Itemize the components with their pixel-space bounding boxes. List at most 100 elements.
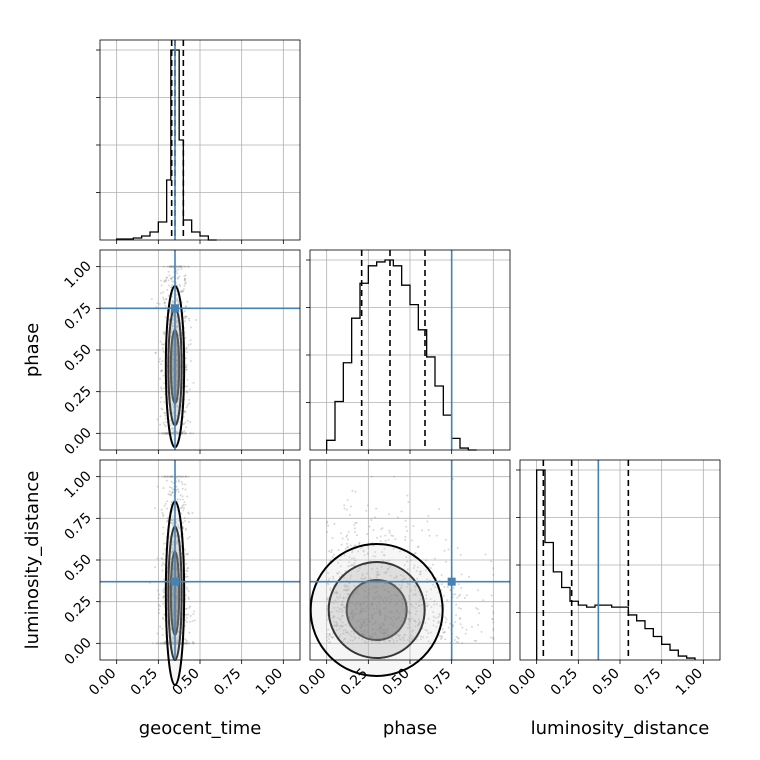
scatter-point [163,642,166,645]
scatter-point [170,547,173,550]
scatter-point [446,586,449,589]
scatter-point [187,265,190,268]
y-tick-label: 0.75 [61,300,94,333]
scatter-point [185,586,188,589]
scatter-point [175,485,178,488]
scatter-point [177,554,180,557]
scatter-point [168,284,171,287]
scatter-point [412,525,415,528]
scatter-point [165,280,168,283]
scatter-point [170,265,173,268]
scatter-point [330,551,333,554]
scatter-point [489,636,492,639]
scatter-point [428,534,431,537]
scatter-point [170,480,173,483]
scatter-point [163,302,166,305]
scatter-point [175,414,178,417]
scatter-point [171,642,174,645]
scatter-point [175,518,178,521]
scatter-point [390,534,393,537]
scatter-point [158,302,161,305]
scatter-point [157,475,160,478]
scatter-point [163,331,166,334]
scatter-point [176,319,179,322]
scatter-point [185,426,188,429]
scatter-point [167,323,170,326]
scatter-point [170,521,173,524]
scatter-point [193,610,196,613]
scatter-point [156,642,159,645]
scatter-point [492,637,495,640]
scatter-point [162,589,165,592]
scatter-point [343,507,346,510]
scatter-point [162,432,165,435]
scatter-point [175,325,178,328]
scatter-point [388,529,391,532]
scatter-point [159,642,162,645]
scatter-point [185,642,188,645]
scatter-point [160,508,163,511]
scatter-point [187,642,190,645]
scatter-point [172,432,175,435]
scatter-point [185,346,188,349]
scatter-point [171,301,174,304]
scatter-point [170,519,173,522]
scatter-point [407,501,410,504]
scatter-point [465,628,468,631]
scatter-point [176,319,179,322]
scatter-point [165,479,168,482]
scatter-point [163,280,166,283]
scatter-point [171,642,174,645]
scatter-point [166,475,169,478]
scatter-point [171,491,174,494]
scatter-point [425,559,428,562]
scatter-point [177,268,180,271]
scatter-point [192,640,195,643]
scatter-point [175,299,178,302]
scatter-point [443,594,446,597]
scatter-point [177,639,180,642]
scatter-point [188,512,191,515]
scatter-point [162,526,165,529]
scatter-point [192,613,195,616]
scatter-point [355,534,358,537]
scatter-point [166,432,169,435]
scatter-point [181,265,184,268]
truth-marker [171,304,179,313]
scatter-point [162,374,165,377]
scatter-point [429,588,432,591]
scatter-point [170,427,173,430]
scatter-point [170,486,173,489]
scatter-point [394,538,397,541]
scatter-point [169,265,172,268]
scatter-point [482,599,485,602]
scatter-point [161,343,164,346]
scatter-point [163,613,166,616]
scatter-point [452,587,455,590]
scatter-point [346,534,349,537]
scatter-point [160,369,163,372]
scatter-point [156,418,159,421]
scatter-point [164,475,167,478]
scatter-point [176,642,179,645]
scatter-point [165,432,168,435]
scatter-point [192,642,195,645]
scatter-point [163,387,166,390]
scatter-point [347,589,350,592]
scatter-point [375,507,378,510]
scatter-point [181,432,184,435]
scatter-point [172,432,175,435]
scatter-point [184,503,187,506]
scatter-point [171,547,174,550]
scatter-point [444,616,447,619]
scatter-point [333,624,336,627]
scatter-point [172,636,175,639]
scatter-point [171,432,174,435]
scatter-point [171,322,174,325]
scatter-point [178,265,181,268]
scatter-point [178,265,181,268]
scatter-point [160,642,163,645]
scatter-point [177,488,180,491]
scatter-point [167,432,170,435]
scatter-point [188,631,191,634]
